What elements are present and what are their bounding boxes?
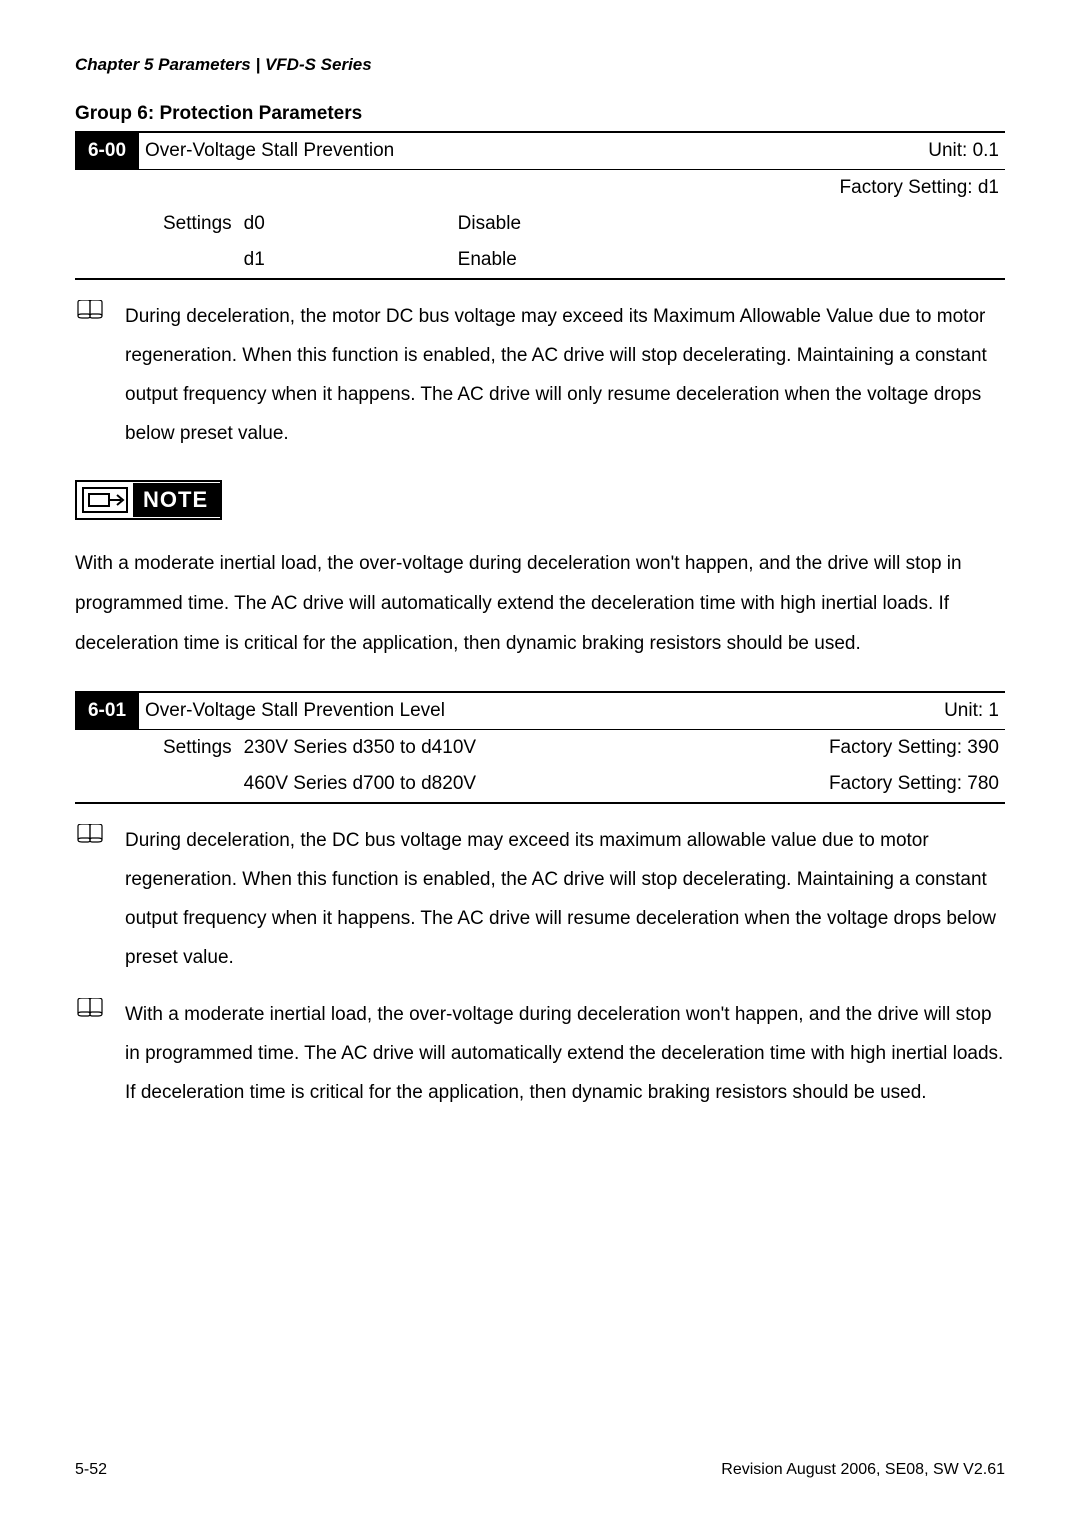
param-code-600: 6-00: [75, 132, 139, 170]
setting-d0-desc: Disable: [298, 206, 1005, 242]
param-601-bullet-1: During deceleration, the DC bus voltage …: [75, 822, 1005, 978]
setting-d1-desc: Enable: [298, 242, 1005, 279]
book-icon: [77, 298, 125, 454]
setting-d1-code: d1: [238, 242, 298, 279]
param-601-table: 6-01 Over-Voltage Stall Prevention Level…: [75, 691, 1005, 804]
param-600-unit: Unit: 0.1: [527, 132, 1005, 170]
param-601-row1-factory: Factory Setting: 390: [677, 730, 1005, 767]
param-601-row1-range: 230V Series d350 to d410V: [238, 730, 678, 767]
note-badge: NOTE: [75, 480, 1005, 520]
setting-d0-code: d0: [238, 206, 298, 242]
param-601-bullet-2-text: With a moderate inertial load, the over-…: [125, 996, 1005, 1113]
chapter-header: Chapter 5 Parameters | VFD-S Series: [75, 55, 1005, 75]
param-600-table: 6-00 Over-Voltage Stall Prevention Unit:…: [75, 131, 1005, 280]
param-600-bullet: During deceleration, the motor DC bus vo…: [75, 298, 1005, 454]
settings-label: Settings: [139, 206, 238, 242]
note-label: NOTE: [133, 483, 220, 517]
param-600-title: Over-Voltage Stall Prevention: [139, 132, 527, 170]
note-body: With a moderate inertial load, the over-…: [75, 544, 1005, 664]
param-601-bullet-1-text: During deceleration, the DC bus voltage …: [125, 822, 1005, 978]
group-title: Group 6: Protection Parameters: [75, 103, 1005, 125]
param-code-601: 6-01: [75, 692, 139, 730]
page-footer: 5-52 Revision August 2006, SE08, SW V2.6…: [75, 1461, 1005, 1479]
param-601-bullet-2: With a moderate inertial load, the over-…: [75, 996, 1005, 1113]
footer-revision: Revision August 2006, SE08, SW V2.61: [721, 1461, 1005, 1479]
param-600-bullet-text: During deceleration, the motor DC bus vo…: [125, 298, 1005, 454]
book-icon: [77, 822, 125, 978]
note-icon: [77, 482, 133, 518]
param-601-title: Over-Voltage Stall Prevention Level: [139, 692, 677, 730]
param-601-unit: Unit: 1: [677, 692, 1005, 730]
footer-page-num: 5-52: [75, 1461, 107, 1479]
settings-label-601: Settings: [139, 730, 238, 767]
param-601-row2-factory: Factory Setting: 780: [677, 766, 1005, 803]
book-icon: [77, 996, 125, 1113]
param-601-row2-range: 460V Series d700 to d820V: [238, 766, 678, 803]
param-600-factory: Factory Setting: d1: [527, 170, 1005, 207]
